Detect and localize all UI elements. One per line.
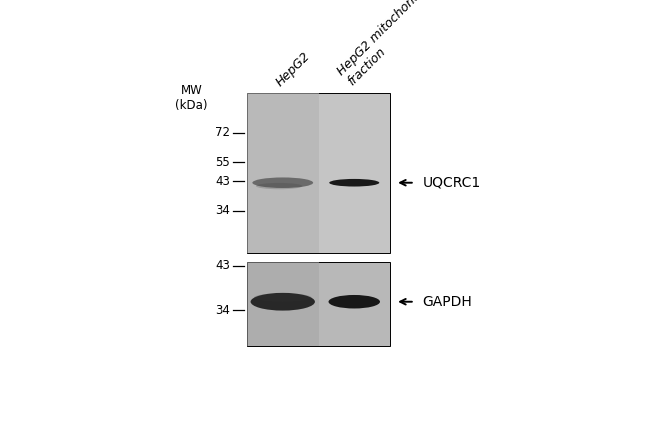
Bar: [247, 93, 318, 253]
Text: HepG2 mitochondria
fraction: HepG2 mitochondria fraction: [335, 0, 445, 89]
Text: 72: 72: [215, 127, 230, 139]
Ellipse shape: [252, 177, 313, 188]
Ellipse shape: [328, 295, 380, 308]
Text: GAPDH: GAPDH: [422, 295, 473, 309]
Text: UQCRC1: UQCRC1: [422, 176, 481, 190]
Text: 34: 34: [215, 304, 230, 316]
Text: 34: 34: [215, 205, 230, 217]
Bar: [247, 262, 318, 346]
Bar: [247, 93, 390, 253]
Text: 55: 55: [215, 156, 230, 169]
Text: MW
(kDa): MW (kDa): [176, 84, 208, 112]
Text: 43: 43: [215, 260, 230, 272]
Ellipse shape: [251, 293, 315, 311]
Text: 43: 43: [215, 175, 230, 188]
Ellipse shape: [256, 183, 302, 189]
Ellipse shape: [329, 179, 379, 187]
Ellipse shape: [254, 293, 311, 302]
Bar: [247, 262, 390, 346]
Text: HepG2: HepG2: [274, 49, 313, 89]
